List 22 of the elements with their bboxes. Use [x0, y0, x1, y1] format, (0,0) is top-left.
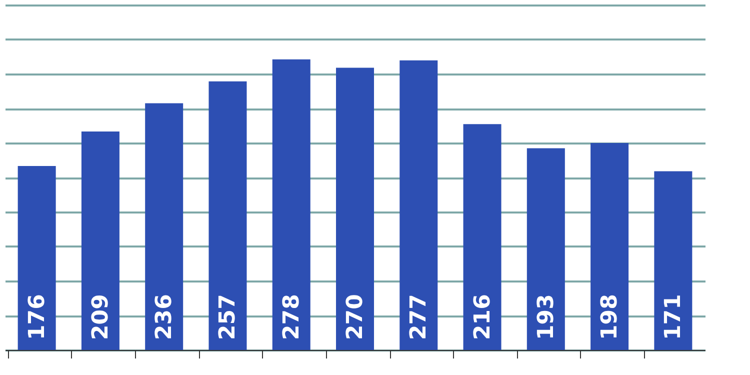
- bar: [208, 81, 247, 350]
- data-label: 193: [534, 294, 559, 340]
- data-label: 277: [406, 294, 432, 340]
- data-label: 278: [279, 294, 304, 340]
- bar: [145, 103, 184, 350]
- bar: [272, 59, 310, 350]
- data-label: 236: [152, 294, 178, 340]
- bar: [400, 60, 438, 350]
- data-label: 198: [598, 294, 623, 340]
- bar: [463, 124, 502, 350]
- data-label: 270: [343, 294, 368, 340]
- bar: [654, 171, 692, 350]
- data-label: 257: [216, 294, 241, 340]
- data-label: 171: [661, 294, 686, 340]
- bar: [18, 166, 56, 350]
- data-label: 216: [470, 294, 496, 340]
- bar: [81, 132, 120, 350]
- data-label: 176: [24, 294, 50, 340]
- data-label: 209: [88, 294, 114, 340]
- bar: [590, 143, 629, 350]
- bar: [526, 148, 565, 350]
- bar: [336, 68, 374, 350]
